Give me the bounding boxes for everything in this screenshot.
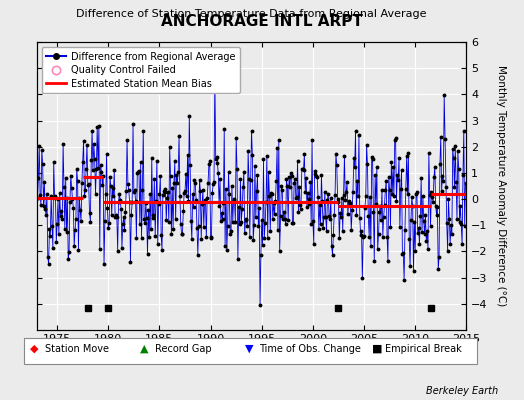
- Text: ◆: ◆: [30, 344, 38, 354]
- Legend: Difference from Regional Average, Quality Control Failed, Estimated Station Mean: Difference from Regional Average, Qualit…: [41, 47, 240, 93]
- Text: ▲: ▲: [140, 344, 148, 354]
- Text: ■: ■: [372, 344, 383, 354]
- Text: Berkeley Earth: Berkeley Earth: [425, 386, 498, 396]
- Text: Time of Obs. Change: Time of Obs. Change: [259, 344, 361, 354]
- Text: Station Move: Station Move: [45, 344, 108, 354]
- Text: ANCHORAGE INTL ARPT: ANCHORAGE INTL ARPT: [161, 14, 363, 29]
- Text: Record Gap: Record Gap: [155, 344, 211, 354]
- Title: Difference of Station Temperature Data from Regional Average: Difference of Station Temperature Data f…: [77, 9, 427, 19]
- Y-axis label: Monthly Temperature Anomaly Difference (°C): Monthly Temperature Anomaly Difference (…: [496, 65, 506, 307]
- Text: Empirical Break: Empirical Break: [385, 344, 462, 354]
- Text: ▼: ▼: [245, 344, 253, 354]
